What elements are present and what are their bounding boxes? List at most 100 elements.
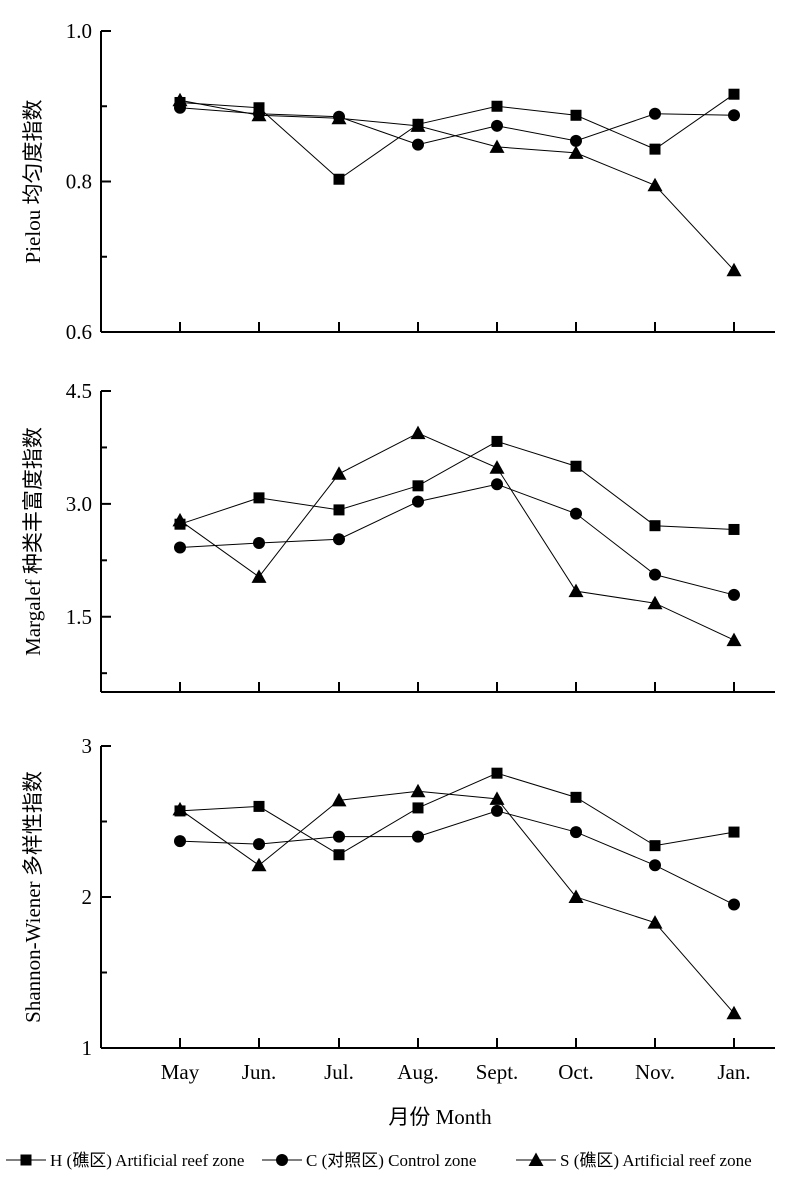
x-axis: May Jun. Jul. Aug. Sept. Oct. Nov. Jan.	[161, 1060, 751, 1084]
y-axis-title: Shannon-Wiener 多样性指数	[21, 771, 45, 1023]
data-point	[647, 177, 663, 192]
y-tick-label: 3	[82, 734, 93, 758]
data-point	[174, 541, 186, 554]
legend-marker	[276, 1154, 288, 1166]
panel-2: 1.5 3.0 4.5 Margalef 种类丰富度指数	[21, 379, 775, 693]
series-S	[172, 92, 742, 277]
data-point	[649, 107, 661, 120]
data-point	[253, 800, 265, 812]
series-S	[172, 425, 742, 647]
data-point	[412, 495, 424, 508]
data-point	[570, 134, 582, 147]
series-C	[174, 478, 740, 601]
series-line	[179, 107, 735, 146]
y-tick-label: 0.8	[66, 170, 92, 194]
legend-label: S (礁区) Artificial reef zone	[560, 1151, 752, 1170]
data-point	[331, 466, 347, 480]
data-point	[491, 119, 503, 132]
data-point	[570, 460, 582, 472]
data-point	[726, 632, 742, 647]
data-point	[253, 492, 265, 504]
data-point	[491, 804, 503, 817]
data-point	[726, 262, 742, 277]
data-point	[570, 826, 582, 839]
data-point	[568, 145, 584, 159]
y-tick-label: 0.6	[66, 320, 92, 344]
x-tick-label: Jul.	[324, 1060, 354, 1084]
data-point	[410, 783, 426, 798]
data-point	[412, 480, 424, 492]
legend-entry-C: C (对照区) Control zone	[262, 1151, 476, 1170]
data-point	[491, 767, 503, 779]
data-point	[253, 838, 265, 851]
y-tick-label: 1	[82, 1036, 93, 1060]
data-point	[172, 801, 188, 816]
y-axis-title: Pielou 均匀度指数	[21, 100, 45, 264]
y-tick-label: 1.5	[66, 605, 92, 629]
y-tick-label: 3.0	[66, 492, 92, 516]
data-point	[489, 791, 505, 805]
x-tick-label: Nov.	[635, 1060, 675, 1084]
legend-label: C (对照区) Control zone	[306, 1151, 476, 1170]
x-tick-label: Oct.	[558, 1060, 594, 1084]
data-point	[251, 569, 267, 583]
data-point	[333, 830, 345, 843]
data-point	[333, 849, 345, 861]
data-point	[331, 792, 347, 807]
data-point	[412, 830, 424, 843]
data-point	[410, 118, 426, 132]
data-point	[331, 110, 347, 125]
data-point	[570, 109, 582, 121]
data-point	[728, 826, 740, 838]
y-tick-label: 4.5	[66, 379, 92, 403]
series-line	[179, 93, 735, 180]
data-point	[489, 139, 505, 153]
series-line	[179, 810, 735, 905]
series-line	[179, 772, 735, 856]
data-point	[568, 889, 584, 903]
data-point	[649, 840, 661, 852]
data-point	[333, 173, 345, 185]
data-point	[570, 791, 582, 803]
data-point	[333, 533, 345, 546]
data-point	[647, 595, 663, 610]
data-point	[253, 102, 265, 114]
legend-entry-S: S (礁区) Artificial reef zone	[516, 1151, 752, 1170]
data-point	[412, 138, 424, 151]
panel-1: 0.6 0.8 1.0 Pielou 均匀度指数	[21, 19, 775, 344]
chart-panels: 0.6 0.8 1.0 Pielou 均匀度指数 1.5 3.0 4.5 Margalef 种…	[21, 19, 775, 1060]
x-tick-label: Aug.	[397, 1060, 438, 1084]
data-point	[172, 512, 188, 527]
legend-label: H (礁区) Artificial reef zone	[50, 1151, 244, 1170]
data-point	[491, 435, 503, 447]
data-point	[649, 520, 661, 532]
data-point	[410, 425, 426, 440]
x-tick-label: Jun.	[242, 1060, 276, 1084]
series-line	[179, 99, 735, 271]
data-point	[251, 107, 267, 122]
data-point	[491, 478, 503, 491]
legend-marker	[20, 1154, 32, 1166]
data-point	[251, 857, 267, 872]
panel-3: 1 2 3 Shannon-Wiener 多样性指数	[21, 734, 775, 1060]
data-point	[570, 507, 582, 520]
x-tick-label: May	[161, 1060, 200, 1084]
y-axis-title: Margalef 种类丰富度指数	[21, 427, 45, 656]
data-point	[728, 588, 740, 601]
data-point	[253, 537, 265, 550]
data-point	[728, 109, 740, 122]
x-tick-label: Jan.	[717, 1060, 750, 1084]
data-point	[333, 504, 345, 516]
data-point	[649, 143, 661, 155]
data-point	[649, 568, 661, 581]
y-tick-label: 1.0	[66, 19, 92, 43]
y-tick-label: 2	[82, 885, 93, 909]
x-axis-title: 月份 Month	[388, 1105, 492, 1129]
legend: H (礁区) Artificial reef zone C (对照区) Contr…	[6, 1151, 752, 1170]
x-tick-label: Sept.	[476, 1060, 519, 1084]
data-point	[568, 583, 584, 598]
data-point	[172, 92, 188, 107]
data-point	[412, 802, 424, 814]
data-point	[728, 898, 740, 911]
